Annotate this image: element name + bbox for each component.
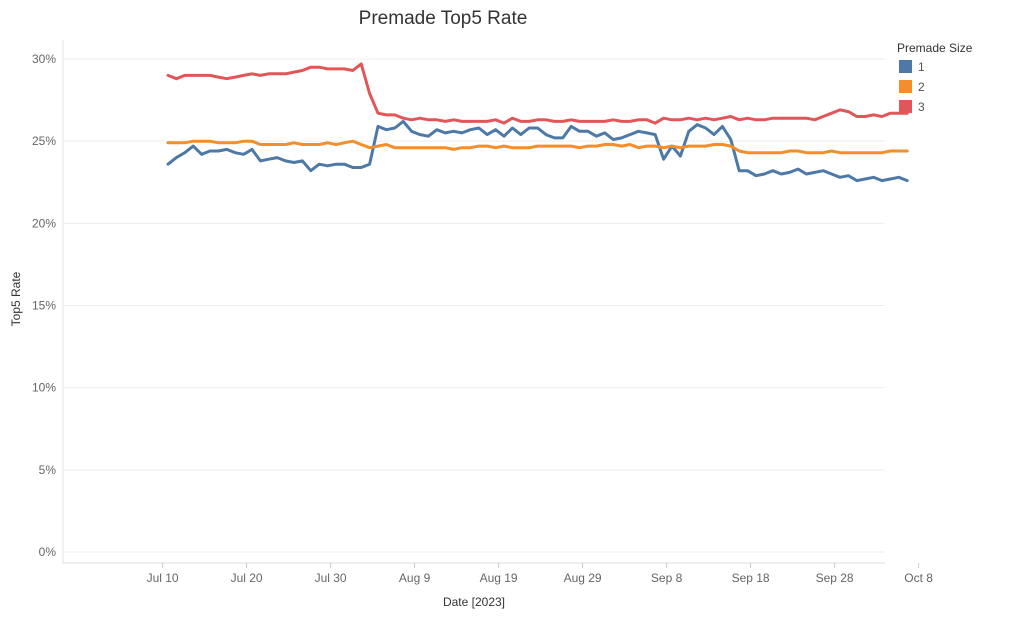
- x-tick-label: Sep 28: [816, 571, 854, 585]
- x-tick-label: Sep 18: [732, 571, 770, 585]
- x-tick-label: Aug 29: [564, 571, 602, 585]
- series-lines: [166, 62, 909, 183]
- chart-title: Premade Top5 Rate: [359, 8, 528, 29]
- legend-label-2[interactable]: 2: [918, 80, 925, 94]
- y-tick-label: 15%: [32, 299, 56, 313]
- legend-label-3[interactable]: 3: [918, 100, 925, 114]
- legend-swatch-2[interactable]: [899, 80, 912, 93]
- legend-swatch-3[interactable]: [899, 100, 912, 113]
- y-tick-label: 25%: [32, 134, 56, 148]
- legend-swatch-1[interactable]: [899, 60, 912, 73]
- y-tick-label: 20%: [32, 216, 56, 230]
- y-tick-label: 10%: [32, 381, 56, 395]
- y-tick-label: 5%: [39, 463, 57, 477]
- x-tick-label: Jul 20: [231, 571, 263, 585]
- series-line-2[interactable]: [166, 139, 909, 155]
- x-tick-label: Jul 10: [147, 571, 179, 585]
- legend[interactable]: Premade Size 1 2 3: [897, 41, 973, 114]
- x-tick-label: Aug 9: [399, 571, 431, 585]
- y-axis-label: Top5 Rate: [9, 271, 23, 326]
- series-line-3[interactable]: [166, 62, 909, 125]
- gridlines: [63, 58, 885, 553]
- x-axis-ticks: Jul 10 Jul 20 Jul 30 Aug 9 Aug 19 Aug 29 Sep 8…: [147, 563, 933, 585]
- legend-label-1[interactable]: 1: [918, 60, 925, 74]
- x-tick-label: Sep 8: [651, 571, 683, 585]
- y-tick-label: 0%: [39, 545, 57, 559]
- series-line-1[interactable]: [166, 119, 909, 183]
- legend-title: Premade Size: [897, 41, 973, 55]
- x-tick-label: Oct 8: [904, 571, 933, 585]
- x-axis-label: Date [2023]: [443, 595, 505, 609]
- y-axis-ticks: 0% 5% 10% 15% 20% 25% 30%: [32, 52, 56, 559]
- x-tick-label: Aug 19: [480, 571, 518, 585]
- x-tick-label: Jul 30: [315, 571, 347, 585]
- legend-items[interactable]: 1 2 3: [899, 60, 925, 114]
- y-tick-label: 30%: [32, 52, 56, 66]
